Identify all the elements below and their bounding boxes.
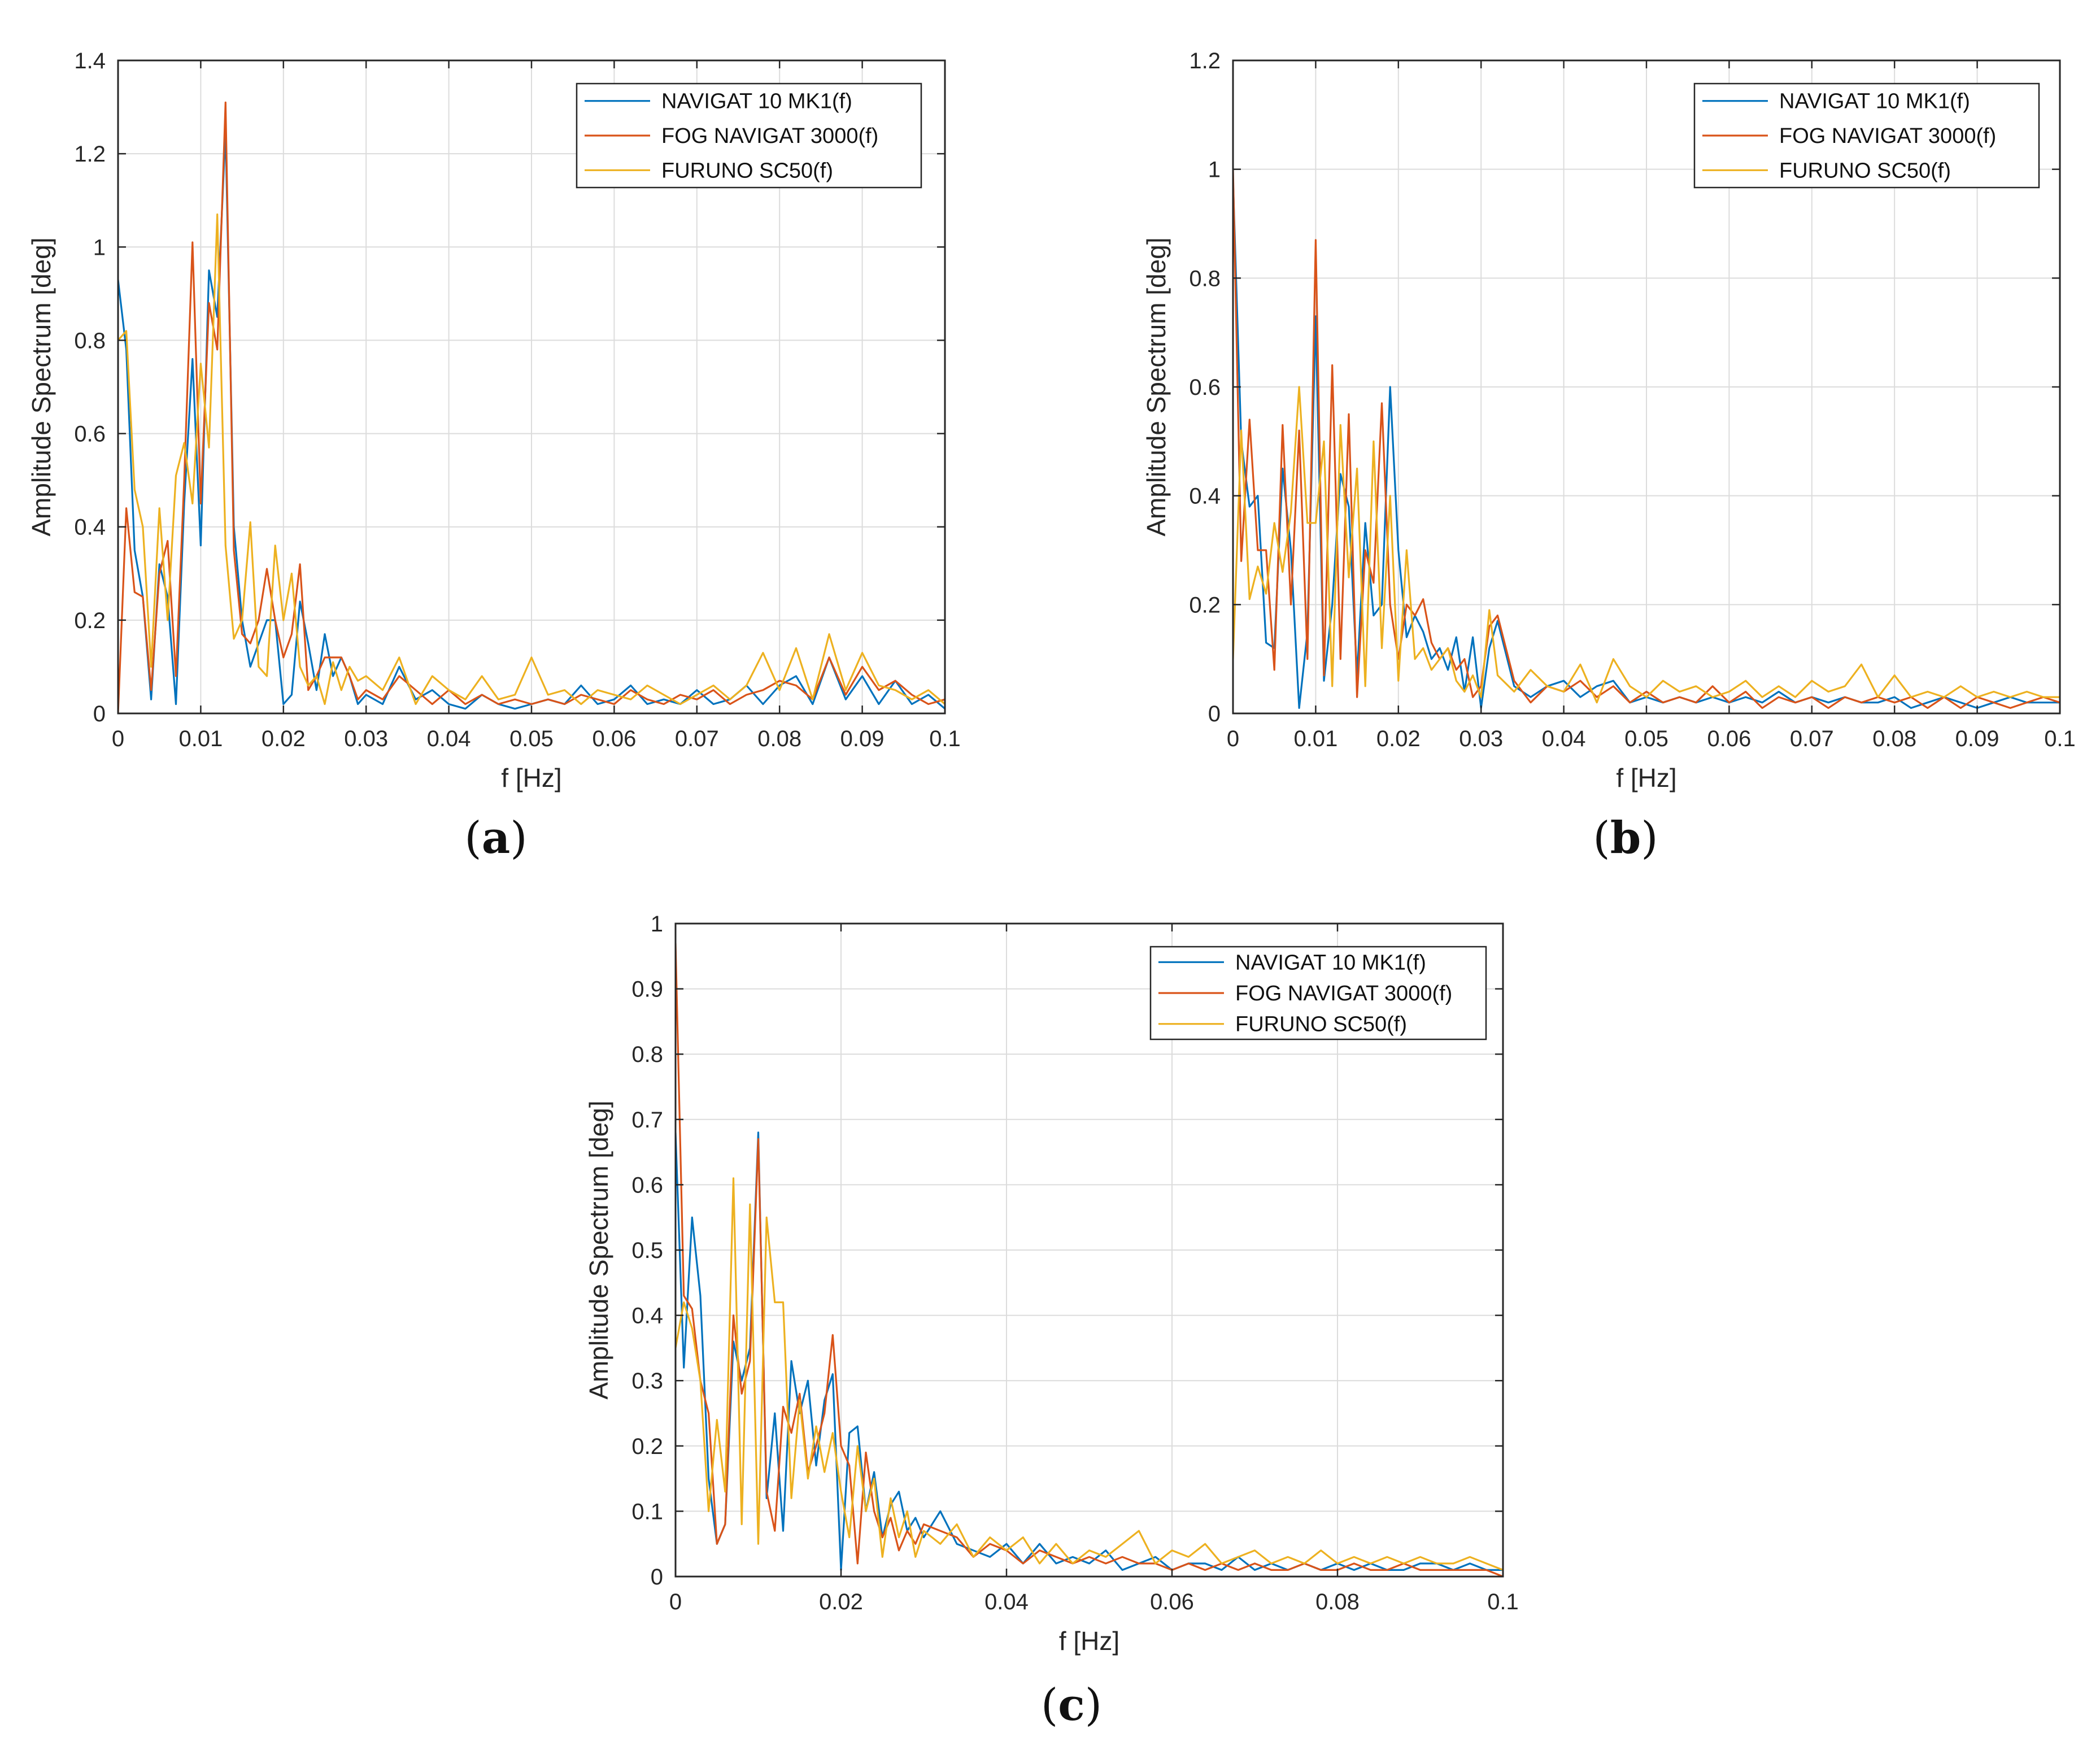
panel-label: (a) [464,812,527,864]
x-tick-label: 0.06 [1150,1590,1194,1614]
y-tick-label: 0.4 [74,515,106,540]
y-tick-label: 0.6 [631,1173,663,1198]
ticks: 0 0.01 0.02 0.03 0.04 0.05 0.06 0.07 0.08 0.09 0.1… [1189,49,2075,751]
x-tick-label: 0.1 [1487,1590,1519,1614]
legend-label-3: FURUNO SC50(f) [661,159,833,182]
y-tick-label: 0.2 [1189,593,1221,617]
legend-label-2: FOG NAVIGAT 3000(f) [1779,124,1996,148]
y-axis-label: Amplitude Spectrum [deg] [584,1100,613,1399]
y-tick-label: 0.6 [1189,375,1221,400]
chart-a: 0 0.01 0.02 0.03 0.04 0.05 0.06 0.07 0.08 0.09 0.1… [27,49,961,864]
legend-label-1: NAVIGAT 10 MK1(f) [661,90,852,114]
y-tick-label: 0.4 [1189,484,1221,509]
panel-label-close: ) [1085,1680,1102,1731]
panel-label-letter: c [1058,1679,1085,1731]
y-tick-label: 0 [1208,702,1221,726]
x-axis-label: f [Hz] [1616,763,1676,793]
series-group [676,943,1503,1577]
x-tick-label: 0.08 [1872,726,1916,751]
y-tick-label: 1.2 [74,142,106,167]
x-tick-label: 0.05 [509,726,554,751]
legend-label-2: FOG NAVIGAT 3000(f) [1235,982,1452,1005]
x-tick-label: 0.05 [1624,726,1668,751]
legend-label-1: NAVIGAT 10 MK1(f) [1779,90,1970,114]
x-tick-label: 0.06 [1707,726,1751,751]
series-line-1 [1233,180,2060,709]
x-tick-label: 0.07 [675,726,719,751]
series-line-3 [1233,386,2060,704]
y-tick-label: 0.4 [631,1304,663,1329]
x-tick-label: 0.02 [819,1590,863,1614]
series-group [1233,169,2060,709]
panel-label-open: ( [1593,813,1610,864]
panel-label-letter: b [1610,812,1641,864]
x-tick-label: 0.02 [1376,726,1421,751]
series-group [118,101,945,713]
panel-label: (c) [1041,1679,1102,1731]
ticks: 0 0.01 0.02 0.03 0.04 0.05 0.06 0.07 0.08 0.09 0.1… [74,49,960,751]
panel-label-letter: a [482,812,511,864]
x-tick-label: 0.09 [840,726,885,751]
chart-c: 0 0.02 0.04 0.06 0.08 0.1 0 0.1 0.2 0.3 0.4 0.5 0.6 0… [584,912,1519,1731]
panel-label-open: ( [1041,1680,1058,1731]
y-tick-label: 0 [651,1565,663,1590]
x-tick-label: 0.04 [1542,726,1586,751]
x-tick-label: 0.01 [178,726,223,751]
x-tick-label: 0.07 [1790,726,1834,751]
panel-label-close: ) [1641,813,1658,864]
x-tick-label: 0.03 [344,726,388,751]
legend-label-2: FOG NAVIGAT 3000(f) [661,124,878,148]
y-tick-label: 0.8 [1189,266,1221,291]
x-tick-label: 0 [1227,726,1239,751]
y-tick-label: 0.6 [74,422,106,447]
y-tick-label: 0.8 [74,328,106,353]
x-tick-label: 0.04 [984,1590,1029,1614]
y-axis-label: Amplitude Spectrum [deg] [27,237,56,536]
x-tick-label: 0.01 [1293,726,1337,751]
y-tick-label: 0.3 [631,1369,663,1394]
x-tick-label: 0.1 [929,726,961,751]
legend-label-1: NAVIGAT 10 MK1(f) [1235,951,1426,974]
ticks: 0 0.02 0.04 0.06 0.08 0.1 0 0.1 0.2 0.3 0.4 0.5 0.6 0… [631,912,1518,1614]
y-tick-label: 1.2 [1189,49,1221,73]
y-tick-label: 0.8 [631,1042,663,1067]
y-tick-label: 0.2 [631,1434,663,1459]
x-tick-label: 0 [669,1590,682,1614]
x-tick-label: 0.08 [757,726,801,751]
series-line-3 [676,1177,1503,1571]
y-tick-label: 0.2 [74,608,106,633]
x-tick-label: 0 [112,726,124,751]
legend: NAVIGAT 10 MK1(f) FOG NAVIGAT 3000(f) FURU… [1693,82,2040,189]
panel-label-close: ) [510,813,527,864]
series-line-2 [676,943,1503,1577]
y-tick-label: 1 [93,235,106,260]
y-tick-label: 0.9 [631,977,663,1002]
y-tick-label: 0 [93,702,106,726]
series-line-3 [118,213,945,706]
chart-b: 0 0.01 0.02 0.03 0.04 0.05 0.06 0.07 0.08 0.09 0.1… [1142,49,2076,864]
legend-label-3: FURUNO SC50(f) [1779,159,1951,182]
x-tick-label: 0.03 [1459,726,1503,751]
y-tick-label: 0.1 [631,1499,663,1524]
x-tick-label: 0.09 [1955,726,1999,751]
y-tick-label: 1 [1208,158,1221,182]
x-axis-label: f [Hz] [1059,1626,1119,1656]
panel-label: (b) [1593,812,1658,864]
x-tick-label: 0.04 [427,726,471,751]
panel-label-open: ( [464,813,481,864]
x-tick-label: 0.02 [262,726,306,751]
legend: NAVIGAT 10 MK1(f) FOG NAVIGAT 3000(f) FURU… [576,82,922,189]
y-axis-label: Amplitude Spectrum [deg] [1142,237,1171,536]
x-axis-label: f [Hz] [501,763,561,793]
legend: NAVIGAT 10 MK1(f) FOG NAVIGAT 3000(f) FURU… [1149,946,1487,1040]
x-tick-label: 0.08 [1315,1590,1360,1614]
x-tick-label: 0.06 [592,726,636,751]
x-tick-label: 0.1 [2044,726,2076,751]
y-tick-label: 0.5 [631,1238,663,1263]
y-tick-label: 1.4 [74,49,106,73]
legend-label-3: FURUNO SC50(f) [1235,1013,1407,1037]
y-tick-label: 1 [651,912,663,937]
y-tick-label: 0.7 [631,1108,663,1133]
